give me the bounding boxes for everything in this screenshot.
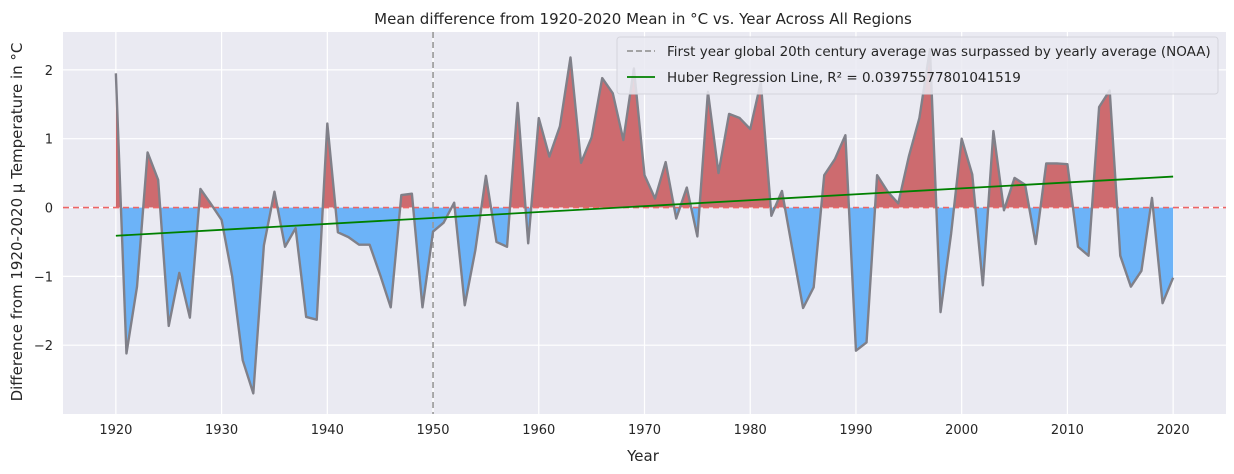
x-tick-label: 1980 bbox=[734, 423, 767, 438]
y-tick-label: −1 bbox=[34, 270, 53, 285]
regression-line bbox=[115, 175, 1174, 237]
legend-label-noaa: First year global 20th century average w… bbox=[667, 44, 1211, 60]
x-tick-labels: 1920 1930 1940 1950 1960 1970 1980 1990 2000 2010… bbox=[99, 423, 1189, 438]
y-tick-labels: −2 −1 0 1 2 bbox=[34, 64, 53, 354]
negative-area bbox=[115, 207, 1174, 394]
y-tick-label: 1 bbox=[45, 133, 53, 148]
x-tick-label: 1990 bbox=[839, 423, 872, 438]
x-tick-label: 2000 bbox=[945, 423, 978, 438]
y-tick-label: 0 bbox=[45, 202, 53, 217]
legend: First year global 20th century average w… bbox=[616, 36, 1219, 95]
x-tick-label: 2010 bbox=[1051, 423, 1084, 438]
x-tick-label: 1920 bbox=[99, 423, 132, 438]
x-tick-label: 1930 bbox=[205, 423, 238, 438]
y-tick-label: 2 bbox=[45, 64, 53, 79]
reference-lines bbox=[63, 32, 1226, 414]
legend-box bbox=[616, 36, 1219, 95]
y-tick-label: −2 bbox=[34, 339, 53, 354]
x-tick-label: 1960 bbox=[522, 423, 555, 438]
x-axis-label: Year bbox=[626, 447, 660, 465]
temperature-series-line bbox=[114, 48, 1175, 395]
chart-title: Mean difference from 1920-2020 Mean in °… bbox=[374, 10, 912, 28]
x-tick-label: 1950 bbox=[416, 423, 449, 438]
series-line-group bbox=[114, 48, 1175, 395]
area-fills bbox=[115, 49, 1174, 394]
x-tick-label: 1940 bbox=[311, 423, 344, 438]
legend-label-regression: Huber Regression Line, R² = 0.0397557780… bbox=[667, 70, 1021, 86]
y-axis-label: Difference from 1920-2020 μ Temperature … bbox=[8, 43, 26, 402]
x-tick-label: 2020 bbox=[1157, 423, 1190, 438]
x-tick-label: 1970 bbox=[628, 423, 661, 438]
positive-area bbox=[115, 49, 1174, 208]
